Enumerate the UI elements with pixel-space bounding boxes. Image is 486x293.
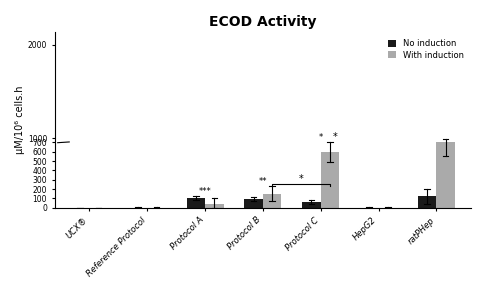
Bar — [321, 152, 339, 208]
Text: ***: *** — [199, 187, 211, 196]
Text: *: * — [333, 132, 338, 142]
Text: *: * — [299, 174, 303, 184]
Bar — [436, 142, 455, 208]
Title: ECOD Activity: ECOD Activity — [209, 15, 317, 29]
Bar — [244, 199, 263, 208]
Bar — [187, 198, 205, 208]
Bar — [205, 204, 224, 208]
Bar — [302, 202, 321, 208]
Text: **: ** — [259, 177, 267, 186]
Y-axis label: μM/10⁶ cells.h: μM/10⁶ cells.h — [15, 86, 25, 154]
Bar — [263, 194, 281, 208]
Text: *: * — [319, 133, 323, 142]
Bar — [418, 196, 436, 208]
Legend: No induction, With induction: No induction, With induction — [384, 36, 467, 63]
